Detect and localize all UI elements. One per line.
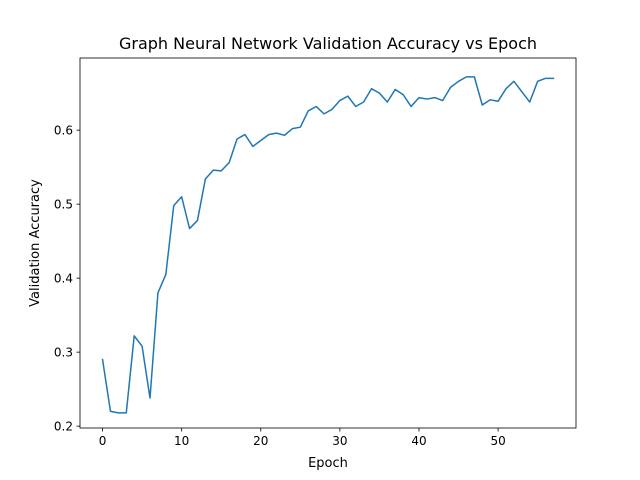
y-tick-label: 0.5 [54, 198, 73, 212]
series-line [101, 76, 555, 414]
y-tick-label: 0.2 [54, 420, 73, 434]
plot-frame [79, 57, 577, 429]
x-axis-ticks: 0 10 20 30 40 50 [99, 428, 506, 448]
x-tick-label: 0 [99, 434, 107, 448]
x-tick-label: 50 [490, 434, 505, 448]
y-tick-label: 0.4 [54, 272, 73, 286]
x-axis-label: Epoch [308, 456, 348, 471]
x-tick-label: 10 [174, 434, 189, 448]
chart-title: Graph Neural Network Validation Accuracy… [119, 34, 537, 53]
x-tick-label: 30 [332, 434, 347, 448]
x-tick-label: 40 [411, 434, 426, 448]
y-axis-label: Validation Accuracy [28, 179, 43, 307]
y-axis-ticks: 0.2 0.3 0.4 0.5 0.6 [54, 124, 80, 434]
x-tick-label: 20 [253, 434, 268, 448]
y-tick-label: 0.6 [54, 124, 73, 138]
y-tick-label: 0.3 [54, 346, 73, 360]
